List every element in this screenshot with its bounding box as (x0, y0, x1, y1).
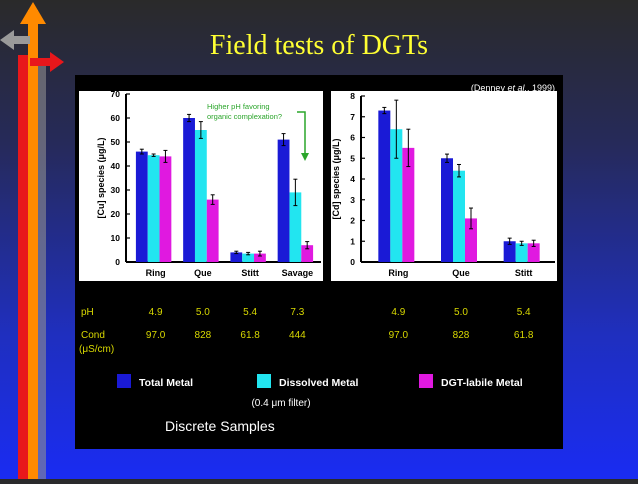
y-tick-label: 4 (350, 174, 355, 184)
annotation-line: organic complexation? (207, 112, 282, 121)
cond-value: 828 (453, 330, 470, 341)
bar-dgt-labile-metal-que (465, 218, 477, 262)
bar-total-metal-savage (277, 139, 290, 262)
legend-swatch (117, 374, 131, 388)
ph-value: 7.3 (290, 307, 304, 318)
ph-value: 5.0 (196, 307, 210, 318)
bar-total-metal-que (441, 158, 453, 262)
legend-swatch (257, 374, 271, 388)
cd-chart: 0 1 2 3 4 5 6 7 8 [Cd] species (μg/L) Ring Que Stitt (331, 91, 557, 281)
cond-value: 828 (195, 330, 212, 341)
ph-value: 5.0 (454, 307, 468, 318)
cond-unit-label: (μS/cm) (79, 344, 114, 355)
ph-value: 5.4 (517, 307, 531, 318)
category-label-que: Que (452, 268, 470, 278)
y-tick-label: 3 (350, 195, 355, 205)
bar-dgt-labile-metal-savage (301, 245, 314, 262)
slide-title: Field tests of DGTs (209, 30, 429, 61)
bar-total-metal-ring (378, 110, 391, 263)
cond-value: 444 (289, 330, 306, 341)
bar-dissolved-metal-que (194, 130, 207, 262)
right-arrow-icon (50, 52, 64, 72)
legend-label: Dissolved Metal (279, 377, 358, 389)
y-tick-label: 0 (350, 257, 355, 267)
bar-dgt-labile-metal-stitt (527, 243, 540, 262)
cond-value: 97.0 (389, 330, 409, 341)
ph-value: 5.4 (243, 307, 257, 318)
bar-total-metal-stitt (503, 241, 516, 262)
filter-note: (0.4 μm filter) (251, 398, 310, 409)
y-tick-label: 20 (111, 209, 121, 219)
y-tick-label: 1 (350, 236, 355, 246)
category-label-que: Que (194, 268, 212, 278)
category-label-ring: Ring (146, 268, 166, 278)
arrow-graphic (0, 2, 64, 479)
bar-dissolved-metal-stitt (515, 243, 528, 262)
cond-value: 61.8 (514, 330, 534, 341)
y-tick-label: 0 (115, 257, 120, 267)
ph-value: 4.9 (391, 307, 405, 318)
category-label-savage: Savage (282, 268, 314, 278)
left-arrow-icon (0, 30, 14, 50)
legend: Total Metal Dissolved Metal DGT-labile Met… (117, 374, 523, 389)
annotation-arrowhead-icon (301, 153, 309, 161)
legend-label: Total Metal (139, 377, 193, 389)
bar-dgt-labile-metal-stitt (254, 253, 266, 262)
bar-dissolved-metal-stitt (242, 253, 255, 262)
y-tick-label: 6 (350, 133, 355, 143)
figure-panel: (Denney et al., 1999) 0 10 20 30 40 50 60 70 [Cu… (75, 75, 563, 449)
footer-label: Discrete Samples (165, 418, 275, 434)
y-tick-label: 30 (111, 185, 121, 195)
sample-rows: pH Cond (μS/cm) 4.9 5.0 5.4 7.3 97.0 828 61.8 444 4… (79, 307, 534, 355)
red-bar (18, 55, 28, 479)
left-arrow-shaft (14, 36, 30, 44)
y-tick-label: 50 (111, 137, 121, 147)
y-tick-label: 60 (111, 113, 121, 123)
bar-dissolved-metal-que (453, 170, 465, 262)
cond-value: 61.8 (240, 330, 260, 341)
y-tick-label: 70 (111, 89, 121, 99)
y-tick-label: 8 (350, 91, 355, 101)
bar-total-metal-stitt (230, 252, 243, 262)
ph-value: 4.9 (149, 307, 163, 318)
right-arrow-shaft (30, 58, 50, 66)
annotation-arrow (297, 111, 306, 155)
legend-swatch (419, 374, 433, 388)
y-tick-label: 2 (350, 216, 355, 226)
up-arrow-icon (20, 2, 46, 24)
bar-total-metal-ring (135, 151, 148, 262)
bar-dissolved-metal-savage (289, 192, 302, 262)
y-axis-label: [Cd] species (μg/L) (331, 138, 341, 219)
figure-svg: (Denney et al., 1999) 010203040506070[Cu… (79, 83, 557, 434)
bar-dgt-labile-metal-ring (159, 156, 172, 262)
gray-bar (38, 60, 46, 479)
cond-value: 97.0 (146, 330, 166, 341)
decorative-arrows (0, 0, 70, 479)
bar-dgt-labile-metal-ring (402, 147, 415, 262)
y-tick-label: 10 (111, 233, 121, 243)
annotation-line: Higher pH favoring (207, 102, 270, 111)
bar-dgt-labile-metal-que (206, 199, 219, 262)
bar-total-metal-que (183, 118, 195, 262)
orange-bar (28, 10, 38, 479)
y-tick-label: 40 (111, 161, 121, 171)
y-tick-label: 7 (350, 112, 355, 122)
cond-row-label: Cond (81, 330, 105, 341)
bar-dissolved-metal-ring (390, 129, 403, 262)
category-label-ring: Ring (388, 268, 408, 278)
cu-chart: 0 10 20 30 40 50 60 70 [Cu] species (μg/L) Ring Qu… (79, 89, 323, 281)
bar-dissolved-metal-ring (147, 155, 160, 262)
y-axis-label: [Cu] species (μg/L) (96, 137, 106, 218)
category-label-stitt: Stitt (241, 268, 259, 278)
category-label-stitt: Stitt (515, 268, 533, 278)
citation: (Denney et al., 1999) (471, 83, 555, 93)
y-tick-label: 5 (350, 153, 355, 163)
ph-row-label: pH (81, 307, 94, 318)
legend-label: DGT-labile Metal (441, 377, 523, 389)
